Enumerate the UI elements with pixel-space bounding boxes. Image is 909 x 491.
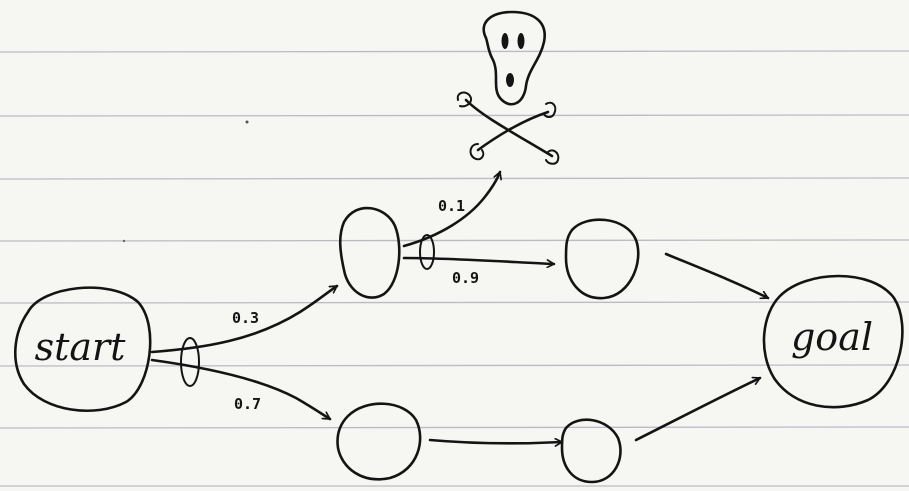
crossbone-a-end-2: [545, 149, 560, 165]
crossbone-a-end-1: [456, 91, 472, 108]
goal-node-label: goal: [791, 315, 873, 359]
crossbone-b-end-2: [469, 143, 485, 161]
probability-label-upper-mid: 0.9: [452, 269, 479, 287]
lower-state-node-2: [560, 418, 622, 484]
arrow-upper-to-mid: [402, 256, 556, 264]
arrow-upper-to-death: [402, 170, 500, 248]
probability-label-start-upper: 0.3: [232, 309, 259, 327]
crossbone-b-end-1: [543, 101, 557, 118]
probability-label-upper-death: 0.1: [438, 197, 465, 215]
crossbone-a: [464, 98, 554, 158]
arrow-lower1-to-lower2: [428, 440, 564, 443]
lower-state-node-1: [336, 402, 422, 481]
start-chance-node: [180, 337, 200, 387]
stray-dot: [122, 239, 126, 243]
probability-label-start-lower: 0.7: [234, 395, 261, 413]
upper-mid-state-node: [564, 218, 640, 300]
start-node: start: [13, 286, 152, 413]
skull-outline: [482, 10, 546, 106]
skull-left-eye: [501, 33, 509, 49]
crossbone-b: [476, 110, 550, 152]
arrow-mid-to-goal: [664, 252, 770, 300]
arrow-start-to-lower: [150, 358, 332, 421]
goal-node: goal: [762, 274, 904, 409]
upper-chance-node: [419, 234, 435, 270]
skull-right-eye: [517, 33, 525, 49]
skull-and-crossbones-icon: [456, 10, 560, 165]
arrow-lower2-to-goal: [634, 378, 762, 442]
upper-state-node: [338, 206, 401, 299]
skull-mouth: [506, 73, 514, 87]
ruled-lines: [0, 50, 909, 487]
start-node-label: start: [35, 325, 127, 369]
arrow-start-to-upper: [150, 284, 339, 354]
stray-dot: [245, 120, 249, 124]
